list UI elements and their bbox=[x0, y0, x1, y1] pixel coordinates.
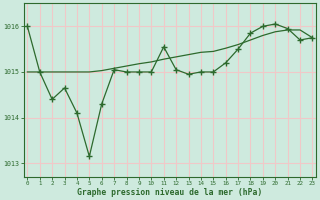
X-axis label: Graphe pression niveau de la mer (hPa): Graphe pression niveau de la mer (hPa) bbox=[77, 188, 262, 197]
